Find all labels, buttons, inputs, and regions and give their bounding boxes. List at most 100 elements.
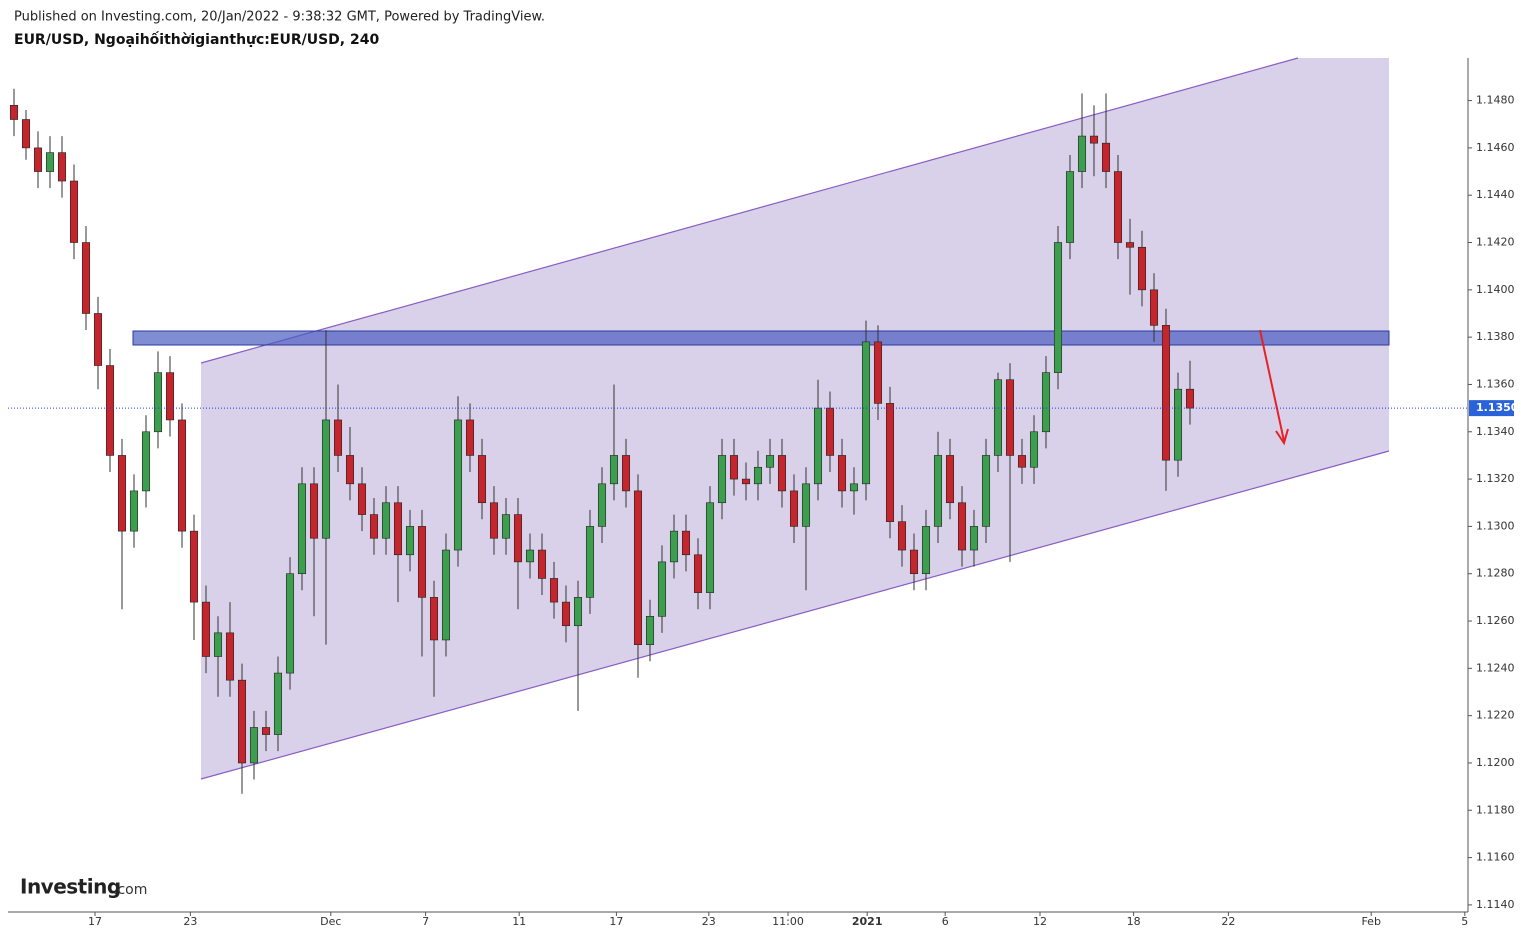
candle-body [1065,171,1075,243]
candle-body [753,466,763,485]
candle-body [921,526,931,575]
candle-body [189,530,199,603]
candle-body [897,521,907,551]
candle-body [789,490,799,527]
candle-body [969,526,979,551]
y-tick-label: 1.1160 [1476,851,1515,864]
candle-body [801,483,811,527]
candle-body [1005,379,1015,456]
y-tick-label: 1.1480 [1476,94,1515,107]
x-tick-label: 11:00 [772,915,804,928]
candle-body [501,514,511,539]
candle-body [357,483,367,515]
x-tick-label: 12 [1033,915,1047,928]
candle-body [909,549,919,575]
candle-body [981,455,991,527]
candle-body [297,483,307,575]
x-tick-label: Dec [320,915,341,928]
candle-body [873,341,883,404]
candle-body [141,431,151,492]
y-tick-label: 1.1420 [1476,236,1515,249]
watermark: Investing [20,875,121,899]
y-tick-label: 1.1300 [1476,519,1515,532]
candle-body [1173,388,1183,461]
arrow [1259,329,1285,442]
candle-body [441,549,451,641]
candle-body [645,615,655,645]
candle-body [1125,242,1135,248]
last-price-label: 1.1350 [1476,401,1519,414]
candle-body [1089,135,1099,144]
x-tick-label: 2021 [852,915,883,928]
candle-body [69,180,79,243]
candle-body [237,679,247,764]
candle-body [393,502,403,556]
y-tick-label: 1.1140 [1476,898,1515,911]
candle-body [201,601,211,657]
candle-body [825,407,835,456]
candle-body [837,455,847,492]
candle-body [777,455,787,492]
candle-body [453,419,463,551]
candle-body [285,573,295,674]
candle-body [633,490,643,645]
candle-body [765,455,775,468]
candle-body [1053,242,1063,373]
candle-body [681,530,691,556]
candle-body [585,526,595,598]
candle-body [1161,325,1171,461]
candle-body [321,419,331,539]
candle-body [345,455,355,485]
candle-body [81,242,91,314]
candle-body [741,478,751,485]
candle-body [561,601,571,627]
candle-body [381,502,391,539]
chart-title: EUR/USD, Ngoạihốithờigianthực:EUR/USD, 2… [14,31,379,48]
y-tick-label: 1.1460 [1476,141,1515,154]
candle-body [573,597,583,627]
candle-body [309,483,319,539]
candle-body [933,455,943,527]
y-tick-label: 1.1440 [1476,188,1515,201]
x-tick-label: 5 [1461,915,1468,928]
x-tick-label: 17 [609,915,623,928]
candle-body [717,455,727,504]
published: Published on Investing.com, 20/Jan/2022 … [14,10,545,25]
y-tick-label: 1.1400 [1476,283,1515,296]
candle-body [489,502,499,539]
candle-body [1041,372,1051,433]
candle-body [225,632,235,681]
candle-body [9,105,19,120]
candle-body [957,502,967,551]
candle-body [525,549,535,563]
candle-body [1029,431,1039,468]
candle-body [429,597,439,641]
candle-body [669,530,679,563]
channel-top [200,57,1299,364]
x-tick-label: 11 [512,915,526,928]
candle-body [1017,455,1027,468]
candle-body [693,554,703,593]
candle-body [885,403,895,522]
candle-body [945,455,955,504]
candle-body [465,419,475,456]
y-tick-label: 1.1280 [1476,567,1515,580]
y-tick-label: 1.1240 [1476,661,1515,674]
candle-body [1137,246,1147,291]
candle-body [21,119,31,149]
channel-bottom [200,450,1390,780]
last-price-box [1469,400,1514,417]
x-tick-label: 18 [1127,915,1141,928]
candle-body [657,561,667,617]
candle-body [609,455,619,485]
candle-body [129,490,139,532]
y-tick-label: 1.1340 [1476,425,1515,438]
y-tick-label: 1.1360 [1476,377,1515,390]
candle-body [213,632,223,657]
candle-body [33,147,43,172]
candle-body [369,514,379,539]
candle-body [1101,142,1111,172]
candle-body [813,407,823,485]
candle-body [57,152,67,182]
